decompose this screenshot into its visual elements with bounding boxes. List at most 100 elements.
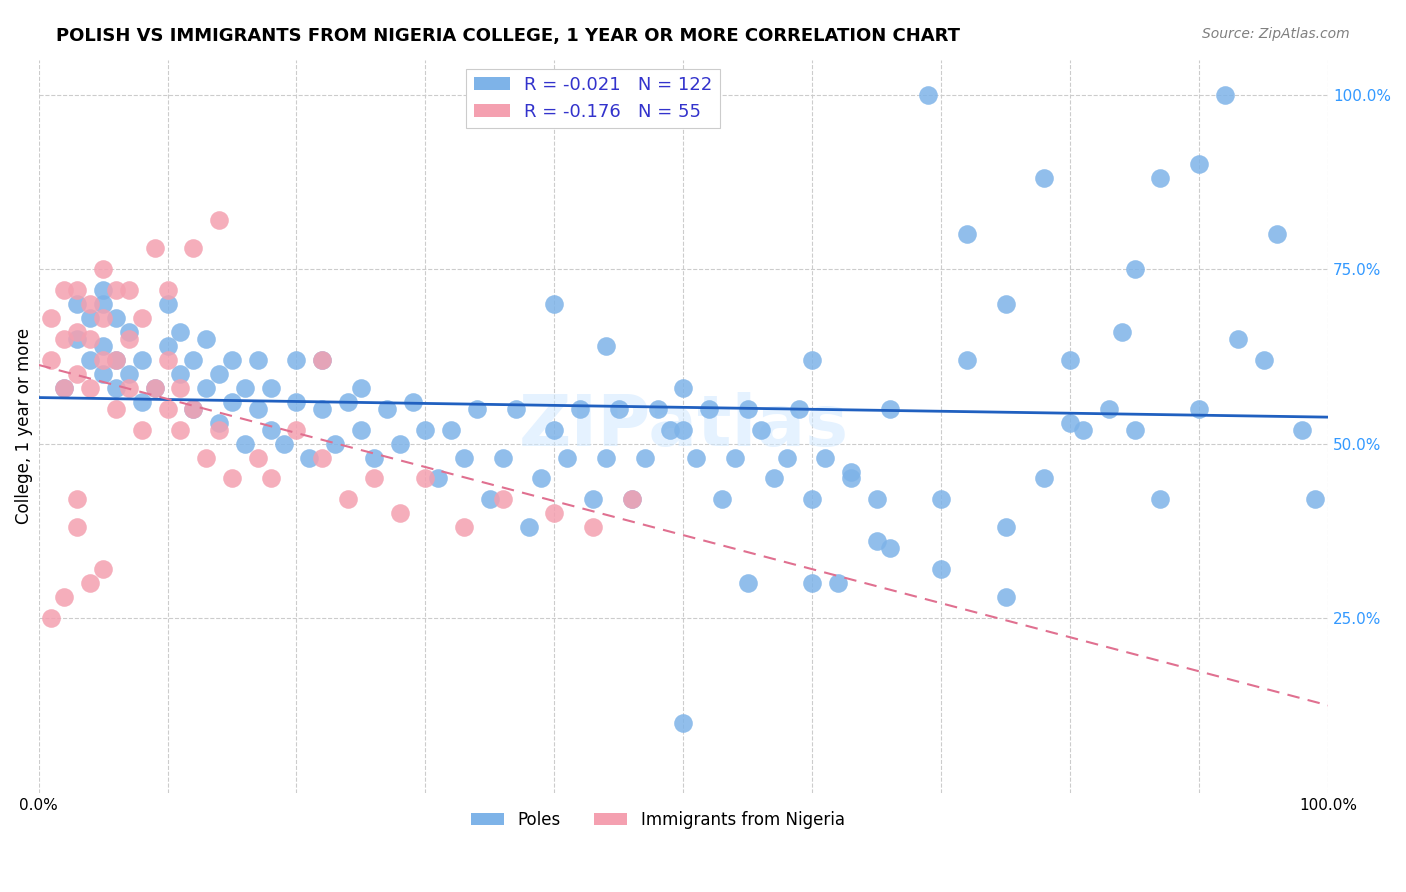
Point (285, 394, 308, 409)
Point (1149, 171, 1171, 186)
Point (724, 450, 747, 465)
Point (595, 450, 617, 465)
Point (672, 381, 695, 395)
Point (582, 520, 605, 534)
Point (1059, 416, 1081, 430)
Point (569, 401, 592, 416)
Point (246, 450, 269, 465)
Point (169, 423, 191, 437)
Point (53, 283, 76, 297)
Point (543, 423, 565, 437)
Point (208, 423, 231, 437)
Text: POLISH VS IMMIGRANTS FROM NIGERIA COLLEGE, 1 YEAR OR MORE CORRELATION CHART: POLISH VS IMMIGRANTS FROM NIGERIA COLLEG… (56, 27, 960, 45)
Point (607, 401, 630, 416)
Point (208, 416, 231, 430)
Point (956, 227, 979, 241)
Point (1071, 423, 1094, 437)
Point (415, 471, 437, 485)
Point (994, 520, 1017, 534)
Point (517, 520, 540, 534)
Point (647, 401, 669, 416)
Point (91, 367, 114, 381)
Point (104, 401, 127, 416)
Point (543, 297, 565, 311)
Point (104, 352, 127, 367)
Point (91, 339, 114, 353)
Point (91, 283, 114, 297)
Point (337, 394, 360, 409)
Point (659, 423, 682, 437)
Point (181, 401, 204, 416)
Point (375, 401, 398, 416)
Point (827, 576, 849, 591)
Point (311, 352, 333, 367)
Point (311, 450, 333, 465)
Point (388, 507, 411, 521)
Point (181, 401, 204, 416)
Point (104, 381, 127, 395)
Point (1111, 325, 1133, 339)
Point (181, 352, 204, 367)
Point (66, 492, 89, 507)
Point (91, 562, 114, 576)
Point (66, 520, 89, 534)
Point (156, 283, 179, 297)
Point (994, 297, 1017, 311)
Point (917, 87, 939, 102)
Point (401, 394, 423, 409)
Point (1098, 401, 1121, 416)
Point (839, 465, 862, 479)
Point (453, 450, 475, 465)
Point (363, 471, 385, 485)
Point (866, 492, 889, 507)
Point (311, 352, 333, 367)
Point (388, 436, 411, 450)
Point (555, 450, 578, 465)
Point (1033, 471, 1056, 485)
Point (53, 381, 76, 395)
Point (465, 401, 488, 416)
Point (91, 297, 114, 311)
Point (1149, 492, 1171, 507)
Point (311, 401, 333, 416)
Point (762, 471, 785, 485)
Point (118, 332, 141, 346)
Point (492, 492, 515, 507)
Point (104, 283, 127, 297)
Point (737, 401, 759, 416)
Point (143, 381, 166, 395)
Point (929, 562, 952, 576)
Point (1303, 492, 1326, 507)
Point (79, 576, 101, 591)
Point (104, 352, 127, 367)
Point (273, 436, 295, 450)
Point (143, 241, 166, 255)
Point (118, 381, 141, 395)
Point (697, 401, 720, 416)
Point (453, 520, 475, 534)
Point (66, 332, 89, 346)
Point (685, 450, 707, 465)
Point (789, 401, 811, 416)
Point (298, 450, 321, 465)
Y-axis label: College, 1 year or more: College, 1 year or more (15, 328, 32, 524)
Text: ZIPatlas: ZIPatlas (519, 392, 848, 460)
Point (208, 213, 231, 227)
Point (131, 423, 153, 437)
Point (53, 332, 76, 346)
Point (195, 332, 218, 346)
Point (749, 423, 772, 437)
Point (634, 450, 657, 465)
Point (79, 332, 101, 346)
Point (41, 352, 63, 367)
Point (415, 423, 437, 437)
Point (246, 352, 269, 367)
Point (1253, 352, 1275, 367)
Point (53, 590, 76, 604)
Point (118, 283, 141, 297)
Point (91, 352, 114, 367)
Point (620, 492, 643, 507)
Point (711, 492, 734, 507)
Point (91, 262, 114, 277)
Point (118, 367, 141, 381)
